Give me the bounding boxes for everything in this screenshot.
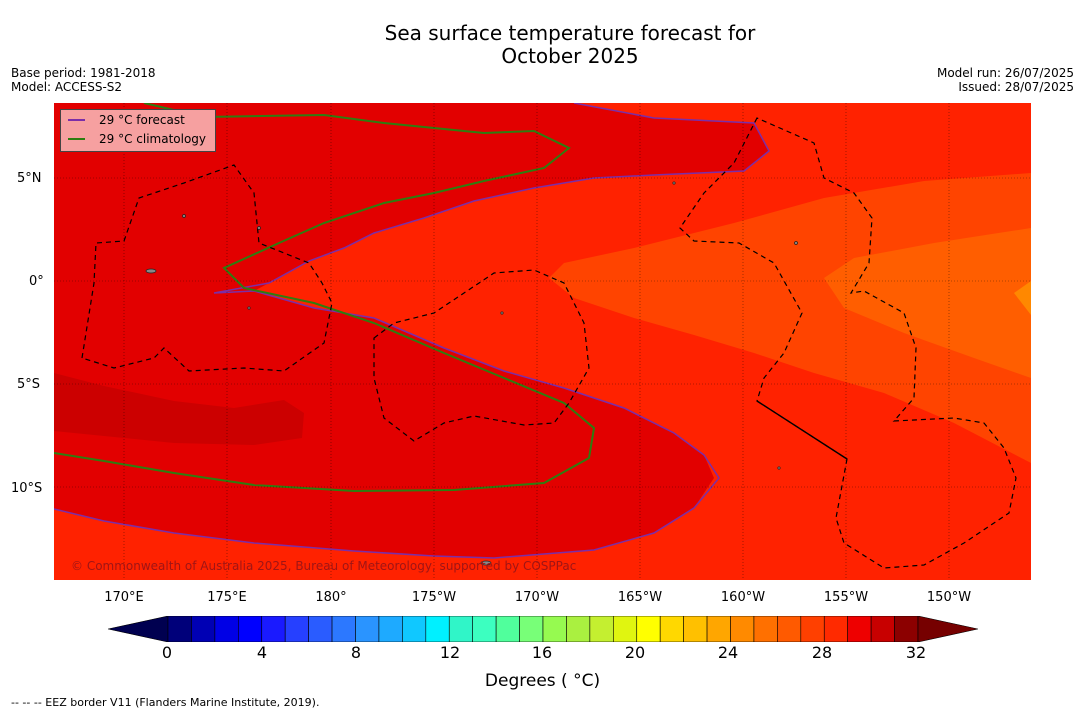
colorbar-cell — [659, 616, 684, 642]
colorbar-cell — [542, 616, 567, 642]
colorbar-cell — [519, 616, 544, 642]
colorbar-cell — [214, 616, 239, 642]
map-gridlines — [54, 103, 1031, 580]
colorbar-label: Degrees ( °C) — [484, 671, 601, 691]
colorbar-tick: 12 — [439, 643, 461, 662]
colorbar-cell — [589, 616, 614, 642]
colorbar-cell — [448, 616, 473, 642]
colorbar-cell — [308, 616, 333, 642]
colorbar-tick: 8 — [350, 643, 362, 662]
colorbar-tick: 16 — [531, 643, 553, 662]
colorbar-cell — [847, 616, 872, 642]
legend-swatch-forecast — [68, 119, 85, 121]
title-line-1: Sea surface temperature forecast for — [384, 21, 756, 45]
islands — [145, 181, 798, 566]
lon-label: 175°W — [411, 590, 457, 605]
legend-swatch-climatology — [68, 138, 85, 140]
legend-entry-climatology: 29 °C climatology — [68, 131, 206, 147]
lon-label: 170°E — [104, 590, 144, 605]
colorbar-tick: 24 — [717, 643, 739, 662]
colorbar-cell — [566, 616, 591, 642]
lon-label: 160°W — [720, 590, 766, 605]
sst-map — [54, 103, 1031, 580]
base-period: Base period: 1981-2018 — [11, 66, 156, 80]
colorbar-cell — [894, 616, 919, 642]
sst-band-27-28 — [549, 173, 1031, 463]
colorbar-tick: 0 — [161, 643, 173, 662]
forecast-29c-contour — [54, 103, 770, 559]
map-legend: 29 °C forecast 29 °C climatology — [60, 109, 216, 152]
eez-boundary-line — [756, 400, 848, 460]
lon-label: 170°W — [514, 590, 560, 605]
colorbar-cell — [495, 616, 520, 642]
colorbar-over-arrow — [917, 616, 978, 642]
colorbar-cell — [284, 616, 309, 642]
lon-label: 175°E — [207, 590, 247, 605]
sst-band-26-27 — [824, 228, 1031, 378]
sst-band-25-26 — [1014, 281, 1031, 315]
lat-label: 0° — [29, 274, 44, 289]
lon-label: 165°W — [617, 590, 663, 605]
eez-border — [81, 164, 333, 372]
colorbar-cell — [378, 616, 403, 642]
colorbar-tick: 4 — [256, 643, 268, 662]
colorbar-cell — [167, 616, 192, 642]
legend-label-climatology: 29 °C climatology — [99, 132, 207, 146]
colorbar-cell — [191, 616, 216, 642]
sst-band-30-31 — [54, 373, 304, 445]
title-line-2: October 2025 — [501, 44, 639, 68]
colorbar-under-arrow — [108, 616, 169, 642]
climatology-29c-contour — [54, 103, 596, 493]
colorbar-cell — [472, 616, 497, 642]
model-run: Model run: 26/07/2025 — [936, 66, 1074, 80]
colorbar-cell — [730, 616, 755, 642]
lon-label: 180° — [315, 590, 347, 605]
lat-label: 10°S — [11, 481, 43, 496]
colorbar-cell — [331, 616, 356, 642]
chart-title: Sea surface temperature forecast for Oct… — [0, 22, 1085, 68]
colorbar-cell — [870, 616, 895, 642]
colorbar-cell — [613, 616, 638, 642]
issued-date: Issued: 28/07/2025 — [958, 80, 1074, 94]
meta-right: Model run: 26/07/2025 Issued: 28/07/2025 — [937, 66, 1074, 94]
lon-label: 155°W — [823, 590, 869, 605]
eez-footnote: -- -- -- EEZ border V11 (Flanders Marine… — [11, 696, 320, 709]
colorbar-cell — [402, 616, 427, 642]
meta-left: Base period: 1981-2018 Model: ACCESS-S2 — [11, 66, 156, 94]
lat-label: 5°S — [17, 377, 41, 392]
colorbar-cell — [636, 616, 661, 642]
model-name: Model: ACCESS-S2 — [11, 80, 123, 94]
colorbar-cell — [777, 616, 802, 642]
colorbar-cell — [238, 616, 263, 642]
colorbar — [108, 616, 978, 642]
colorbar-tick: 20 — [624, 643, 646, 662]
lat-label: 5°N — [17, 171, 42, 186]
colorbar-cell — [425, 616, 450, 642]
colorbar-cell — [261, 616, 286, 642]
colorbar-cell — [355, 616, 380, 642]
colorbar-cell — [683, 616, 708, 642]
colorbar-cell — [823, 616, 848, 642]
eez-border — [679, 117, 1017, 569]
colorbar-tick: 28 — [811, 643, 833, 662]
lon-label: 150°W — [926, 590, 972, 605]
legend-label-forecast: 29 °C forecast — [99, 113, 185, 127]
legend-entry-forecast: 29 °C forecast — [68, 112, 185, 128]
copyright-notice: © Commonwealth of Australia 2025, Bureau… — [71, 559, 577, 573]
colorbar-cell — [800, 616, 825, 642]
colorbar-cell — [753, 616, 778, 642]
colorbar-tick: 32 — [905, 643, 927, 662]
colorbar-cell — [706, 616, 731, 642]
